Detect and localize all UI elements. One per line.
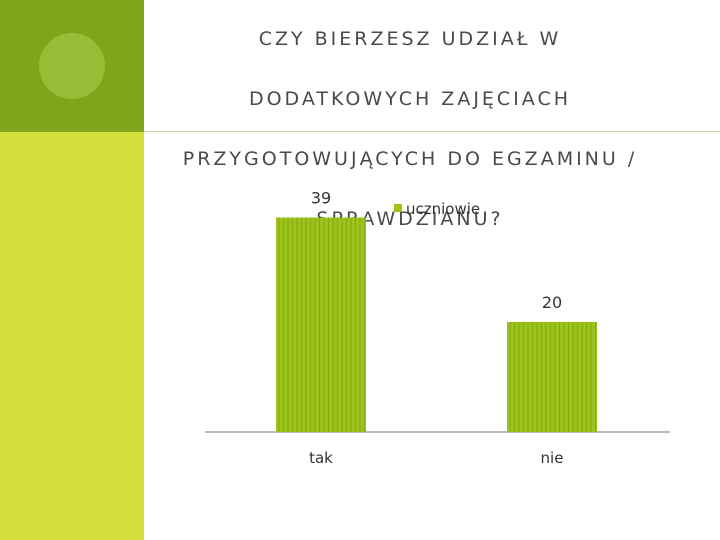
legend: uczniowie (394, 200, 480, 218)
sidebar-accent-bottom (0, 132, 144, 540)
title-divider (144, 131, 720, 132)
decorative-circle (39, 33, 105, 99)
x-tick-label-nie: nie (541, 449, 564, 467)
bar-tak (276, 217, 366, 432)
title-line-1: CZY BIERZESZ UDZIAŁ W (258, 28, 562, 50)
label-group: 39 tak 20 nie (309, 189, 563, 468)
x-tick-label-tak: tak (309, 449, 333, 467)
data-label-nie: 20 (542, 293, 562, 312)
legend-label: uczniowie (406, 200, 480, 218)
title-line-3: PRZYGOTOWUJĄCYCH DO EGZAMINU / (182, 148, 638, 170)
legend-swatch (394, 204, 402, 212)
data-label-tak: 39 (311, 189, 331, 208)
bar-nie (507, 322, 597, 432)
bar-group (276, 217, 597, 432)
title-line-2: DODATKOWYCH ZAJĘCIACH (248, 88, 572, 110)
